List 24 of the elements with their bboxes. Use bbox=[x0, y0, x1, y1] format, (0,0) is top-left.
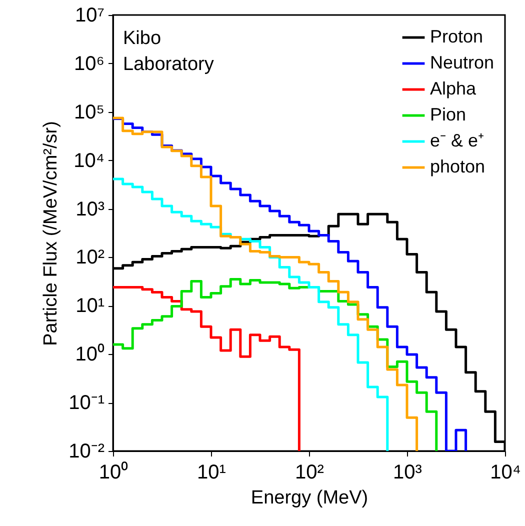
y-tick-label: 10⁶ bbox=[74, 52, 104, 75]
legend-label: Alpha bbox=[430, 78, 478, 98]
y-tick-label: 10² bbox=[76, 246, 105, 269]
y-axis-title: Particle Flux (/MeV/cm²/sr) bbox=[40, 121, 62, 346]
y-tick-label: 10⁴ bbox=[74, 150, 104, 172]
y-tick-label: 10⁵ bbox=[74, 101, 104, 124]
x-tick-label: 10³ bbox=[393, 462, 422, 484]
x-tick-label: 10⁰ bbox=[98, 460, 128, 484]
legend-label: Proton bbox=[430, 26, 484, 46]
x-tick-label: 10² bbox=[295, 462, 324, 484]
legend-label: Pion bbox=[430, 104, 466, 124]
y-tick-label: 10⁷ bbox=[75, 4, 104, 26]
legend-label: e⁻ & e⁺ bbox=[430, 130, 484, 150]
x-tick-label: 10⁴ bbox=[490, 462, 521, 484]
x-axis-title: Energy (MeV) bbox=[250, 488, 368, 508]
y-tick-label: 10⁻¹ bbox=[68, 392, 105, 414]
legend-label: photon bbox=[430, 156, 486, 176]
annotation: Kibo Laboratory bbox=[123, 28, 214, 75]
x-tick-label: 10¹ bbox=[197, 462, 226, 484]
y-tick-label: 10⁻² bbox=[68, 440, 105, 462]
y-tick-label: 10³ bbox=[76, 198, 105, 220]
y-tick-label: 10¹ bbox=[76, 295, 105, 318]
y-tick-label: 10⁰ bbox=[75, 342, 104, 366]
legend-label: Neutron bbox=[430, 52, 494, 72]
